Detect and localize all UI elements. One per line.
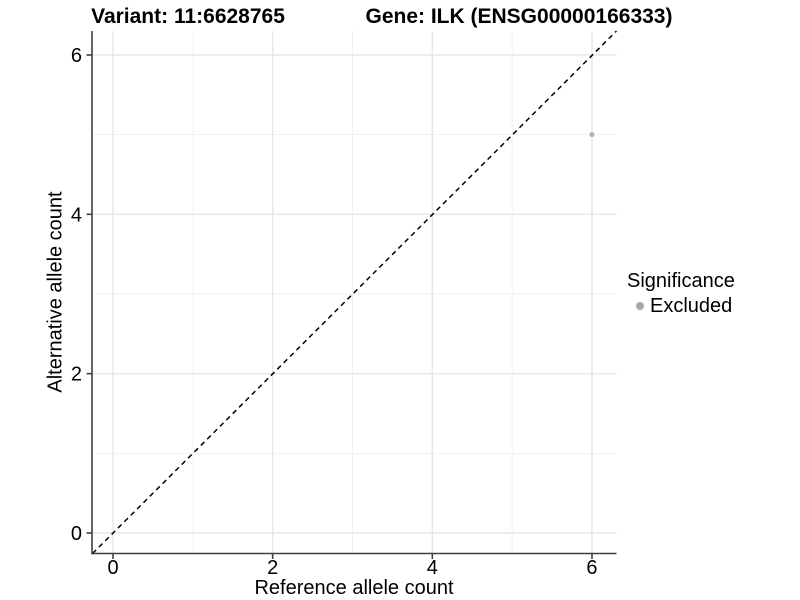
- axis-tick-labels: 0 2 4 6 0 2 4 6: [71, 45, 598, 579]
- legend: Significance Excluded: [627, 269, 735, 318]
- y-tick-label: 2: [71, 364, 82, 386]
- variant-title: Variant: 11:6628765: [91, 5, 285, 28]
- legend-item-excluded: Excluded: [627, 294, 735, 318]
- x-axis-title: Reference allele count: [254, 577, 454, 599]
- x-tick-label: 6: [586, 557, 597, 579]
- major-gridlines: [92, 31, 617, 554]
- y-axis-title: Alternative allele count: [44, 191, 67, 393]
- y-tick-label: 4: [71, 204, 82, 226]
- data-points: [589, 132, 595, 138]
- x-tick-label: 4: [427, 557, 438, 579]
- gene-title: Gene: ILK (ENSG00000166333): [365, 5, 673, 28]
- y-tick-label: 0: [71, 523, 82, 545]
- legend-title: Significance: [627, 270, 735, 292]
- axis-tick-marks: [86, 54, 593, 559]
- legend-key-circle-icon: [636, 302, 644, 310]
- x-tick-label: 0: [107, 557, 118, 579]
- x-tick-label: 2: [267, 557, 278, 579]
- dashed-identity-line: [91, 30, 618, 555]
- legend-item-label: Excluded: [650, 295, 733, 317]
- data-point: [589, 132, 595, 138]
- y-tick-label: 6: [71, 45, 82, 67]
- identity-reference-line: [91, 30, 618, 555]
- axis-lines: [91, 31, 617, 555]
- minor-gridlines: [92, 31, 617, 554]
